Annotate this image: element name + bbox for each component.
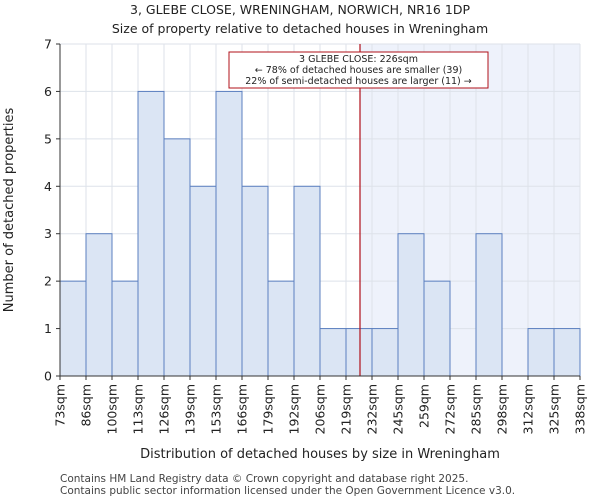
bar bbox=[189, 185, 217, 377]
bar bbox=[397, 233, 425, 377]
annotation-box bbox=[228, 51, 489, 89]
x-tick-labels: 73sqm 86sqm 100sqm 113sqm 126sqm 139sqm 153sqm… bbox=[53, 384, 588, 434]
bar bbox=[345, 328, 373, 377]
x-tick-label: 312sqm bbox=[521, 384, 536, 434]
footer-line-1: Contains HM Land Registry data © Crown c… bbox=[60, 473, 468, 485]
x-tick-label: 126sqm bbox=[157, 384, 172, 434]
x-tick-label: 73sqm bbox=[53, 384, 68, 427]
x-tick-label: 153sqm bbox=[209, 384, 224, 434]
bar bbox=[371, 328, 399, 377]
bar bbox=[527, 328, 555, 377]
x-tick-label: 245sqm bbox=[391, 384, 406, 434]
bar bbox=[475, 233, 503, 377]
y-tick-label: 5 bbox=[44, 131, 52, 146]
x-tick-label: 259qm bbox=[417, 384, 432, 428]
y-tick-labels: 0 1 2 3 4 5 6 7 bbox=[44, 37, 52, 384]
x-tick-label: 219sqm bbox=[339, 384, 354, 434]
x-tick-label: 113sqm bbox=[131, 384, 146, 434]
bar bbox=[163, 138, 191, 377]
x-tick-label: 285sqm bbox=[469, 384, 484, 434]
x-tick-label: 139sqm bbox=[183, 384, 198, 434]
larger-region-shading bbox=[360, 44, 580, 376]
x-tick-label: 192sqm bbox=[287, 384, 302, 434]
y-tick-label: 0 bbox=[44, 369, 52, 384]
x-axis-label: Distribution of detached houses by size … bbox=[140, 447, 500, 462]
chart-title: 3, GLEBE CLOSE, WRENINGHAM, NORWICH, NR1… bbox=[130, 2, 470, 17]
y-tick-label: 6 bbox=[44, 84, 52, 99]
bar bbox=[241, 185, 269, 377]
y-tick-label: 1 bbox=[44, 321, 52, 336]
bar bbox=[59, 280, 87, 377]
x-tick-label: 206sqm bbox=[313, 384, 328, 434]
y-tick-label: 4 bbox=[44, 179, 52, 194]
x-tick-label: 325sqm bbox=[547, 384, 562, 434]
x-tick-label: 86sqm bbox=[79, 384, 94, 427]
axes bbox=[56, 43, 581, 380]
y-tick-label: 3 bbox=[44, 226, 52, 241]
x-tick-label: 232sqm bbox=[365, 384, 380, 434]
x-tick-label: 179sqm bbox=[261, 384, 276, 434]
bar bbox=[423, 280, 451, 377]
annotation-line-2: ← 78% of detached houses are smaller (39… bbox=[255, 65, 462, 76]
bar bbox=[215, 90, 243, 377]
bar bbox=[111, 280, 139, 377]
x-tick-label: 272sqm bbox=[443, 384, 458, 434]
annotation-line-1: 3 GLEBE CLOSE: 226sqm bbox=[299, 54, 418, 65]
y-tick-label: 7 bbox=[44, 37, 52, 52]
x-tick-label: 100sqm bbox=[105, 384, 120, 434]
bar bbox=[267, 280, 295, 377]
x-tick-label: 298sqm bbox=[495, 384, 510, 434]
y-axis-label: Number of detached properties bbox=[2, 108, 17, 313]
annotation-line-3: 22% of semi-detached houses are larger (… bbox=[245, 76, 472, 87]
bar bbox=[293, 185, 321, 377]
y-tick-label: 2 bbox=[44, 274, 52, 289]
chart-subtitle: Size of property relative to detached ho… bbox=[112, 21, 488, 36]
bars bbox=[59, 90, 581, 377]
bar bbox=[137, 90, 165, 377]
bar bbox=[85, 233, 113, 377]
x-tick-label: 166sqm bbox=[235, 384, 250, 434]
bar bbox=[553, 328, 581, 377]
footer-line-2: Contains public sector information licen… bbox=[60, 485, 515, 497]
bar bbox=[319, 328, 347, 377]
x-tick-label: 338sqm bbox=[573, 384, 588, 434]
